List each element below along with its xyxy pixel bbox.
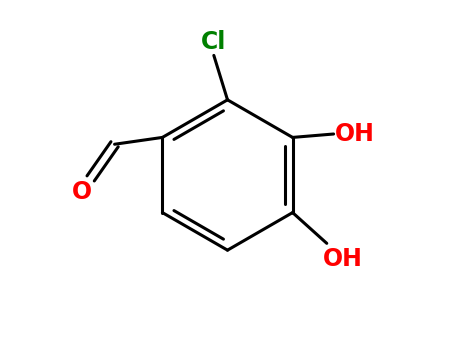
Text: OH: OH bbox=[324, 247, 363, 271]
Text: Cl: Cl bbox=[201, 30, 227, 54]
Text: O: O bbox=[72, 180, 92, 204]
Text: OH: OH bbox=[335, 122, 375, 146]
